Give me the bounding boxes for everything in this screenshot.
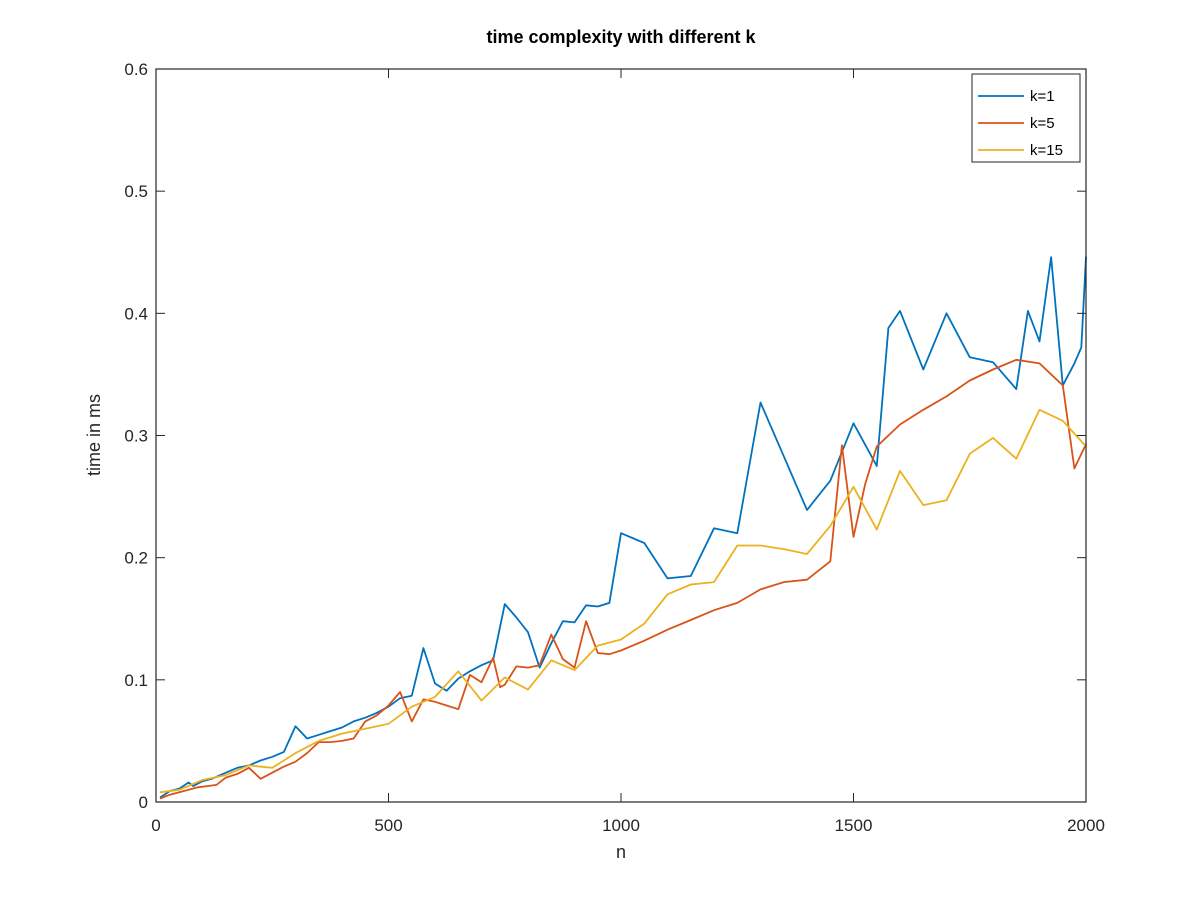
legend-box [971,73,1081,163]
x-tick-label: 0 [151,816,160,835]
series-line-1 [159,256,1087,798]
x-tick-label: 2000 [1067,816,1105,835]
plot-area [156,69,1086,802]
y-tick-label: 0.2 [124,549,148,568]
x-tick-label: 500 [374,816,402,835]
chart-title: time complexity with different k [486,27,756,47]
x-tick-label: 1000 [602,816,640,835]
legend-label-1: k=1 [1030,88,1055,105]
series-line-3 [159,408,1087,794]
y-tick-label: 0.1 [124,671,148,690]
y-tick-label: 0.3 [124,427,148,446]
legend-label-2: k=5 [1030,115,1055,132]
x-tick-label: 1500 [835,816,873,835]
series-line-2 [159,358,1087,800]
y-axis-label: time in ms [84,394,104,476]
legend-label-3: k=15 [1030,142,1063,159]
x-axis-label: n [616,842,626,862]
series-layer [159,256,1087,800]
y-tick-label: 0.6 [124,60,148,79]
y-tick-label: 0.4 [124,304,148,323]
legend: k=1 k=5 k=15 [971,73,1081,163]
y-tick-label: 0.5 [124,182,148,201]
tick-layer: 0 500 1000 1500 2000 0 0.1 0.2 0.3 0.4 0.5 0.6 [124,60,1105,835]
y-tick-label: 0 [139,793,148,812]
